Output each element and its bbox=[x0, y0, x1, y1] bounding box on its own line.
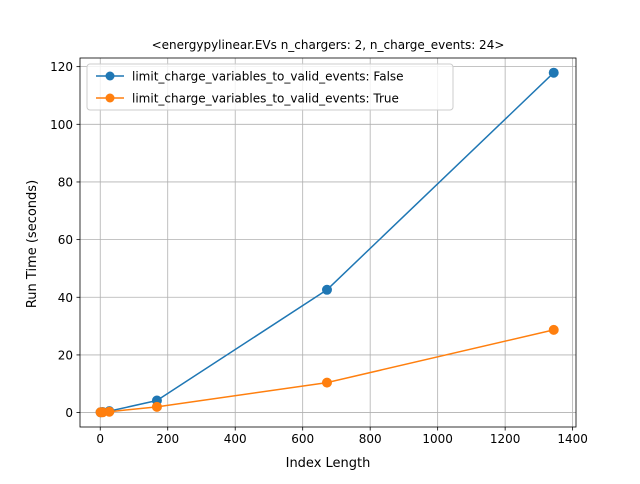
data-point bbox=[151, 401, 162, 412]
y-tick-label: 0 bbox=[65, 406, 73, 420]
data-point bbox=[104, 406, 115, 417]
data-series bbox=[95, 67, 559, 418]
x-tick-label: 600 bbox=[291, 432, 314, 446]
legend-marker bbox=[105, 93, 115, 103]
x-tick-label: 0 bbox=[96, 432, 104, 446]
x-tick-label: 400 bbox=[224, 432, 247, 446]
legend: limit_charge_variables_to_valid_events: … bbox=[86, 63, 454, 111]
chart-title: <energypylinear.EVs n_chargers: 2, n_cha… bbox=[152, 38, 505, 52]
legend-box bbox=[86, 63, 454, 111]
axes: 0 200 400 600 800 1000 1200 1400 0 20 40 60 80 100 120 bbox=[50, 60, 588, 446]
legend-label: limit_charge_variables_to_valid_events: … bbox=[132, 70, 404, 84]
x-axis-label: Index Length bbox=[286, 456, 371, 471]
data-point bbox=[321, 284, 332, 295]
legend-marker bbox=[105, 71, 115, 81]
y-tick-label: 60 bbox=[58, 233, 73, 247]
x-tick-label: 1400 bbox=[557, 432, 588, 446]
data-point bbox=[548, 324, 559, 335]
x-tick-label: 1200 bbox=[490, 432, 521, 446]
y-tick-label: 80 bbox=[58, 175, 73, 189]
y-tick-label: 20 bbox=[58, 348, 73, 362]
y-tick-label: 100 bbox=[50, 118, 73, 132]
y-tick-label: 120 bbox=[50, 60, 73, 74]
y-tick-label: 40 bbox=[58, 291, 73, 305]
data-point bbox=[548, 67, 559, 78]
plot-area-frame bbox=[79, 57, 577, 428]
series-2 bbox=[95, 324, 559, 418]
y-axis-label: Run Time (seconds) bbox=[25, 180, 40, 308]
x-tick-label: 800 bbox=[359, 432, 382, 446]
data-point bbox=[321, 377, 332, 388]
x-tick-label: 200 bbox=[156, 432, 179, 446]
x-tick-label: 1000 bbox=[422, 432, 453, 446]
legend-label: limit_charge_variables_to_valid_events: … bbox=[132, 92, 399, 106]
